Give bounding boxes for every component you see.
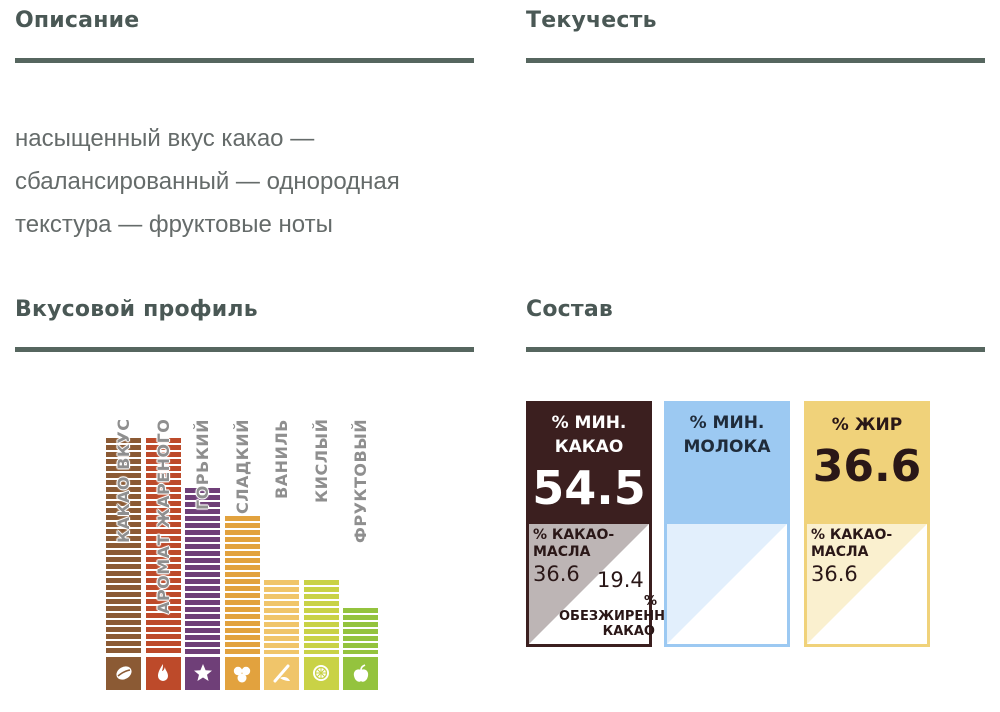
description-divider [15,58,474,63]
milk-split-graphic [667,524,787,644]
cocoa-butter-label: % КАКАО- МАСЛА [533,527,614,561]
cocoa-lower-panel: % КАКАО- МАСЛА 36.6 19.4 % ОБЕЗЖИРЕННОЕ … [529,524,685,644]
apple-icon [353,663,368,682]
description-heading: Описание [15,8,140,33]
flavor-icon-box [343,657,378,690]
flavor-icon-box [264,656,299,690]
flavor-bar [106,437,141,690]
flavor-bar [224,516,260,690]
fat-butter-label-line2: МАСЛА [811,544,869,560]
fat-butter-label: % КАКАО- МАСЛА [811,527,892,561]
flavor-bar-stripes [264,580,299,654]
flavor-bar-stripes [185,488,220,654]
composition-divider [526,347,985,352]
description-text: насыщенный вкус какао — сбалансированный… [15,125,400,238]
flavor-label-text: ФРУКТОВЫЙ [351,419,370,544]
fatfree-cocoa-value: 19.4 [597,568,644,592]
flavor-bar-stripes [224,516,260,654]
cocoa-card-title: % МИН. КАКАО [526,411,652,459]
sugar-cubes-icon [233,666,251,682]
milk-lower-panel [667,524,787,644]
flavor-bar-stripes [145,437,181,654]
flavor-label-text: КИСЛЫЙ [311,419,331,504]
flavor-icon-box [303,656,339,690]
fat-butter-value: 36.6 [811,562,858,586]
flavor-icon-box [145,656,181,690]
fat-lower-panel: % КАКАО- МАСЛА 36.6 [807,524,927,644]
flavor-profile-heading: Вкусовой профиль [15,297,258,322]
milk-title-line1: % МИН. [689,413,765,433]
milk-title-line2: МОЛОКА [683,437,771,457]
milk-card-title: % МИН. МОЛОКА [664,411,790,459]
flavor-bar [185,488,220,690]
flavor-profile-divider [15,347,474,352]
fat-butter-label-line1: % КАКАО- [811,527,893,543]
flavor-label-text: ГОРЬКИЙ [193,419,212,511]
cocoa-butter-label-line2: МАСЛА [533,544,591,560]
flavor-label-text: ВАНИЛЬ [272,419,291,499]
flame-icon [158,664,168,682]
flavor-bar [264,580,299,690]
fat-card-title: % ЖИР [831,415,903,435]
cocoa-min-value: 54.5 [532,461,646,515]
cocoa-title-line2: КАКАО [554,437,624,457]
flavor-icon-box [224,657,260,690]
flavor-bar [343,608,378,690]
flavor-icon-box [106,656,141,690]
fatfree-label-line1: % [643,594,657,609]
fluidity-heading: Текучесть [526,8,657,33]
fatfree-label-line3: КАКАО [602,624,655,639]
flavor-profile-chart: КАКАО ВКУС АРОМАТ ЖАРЕНОГО ГОРЬКИЙ СЛАДКИЙ В… [100,405,390,695]
flavor-label-text: АРОМАТ ЖАРЕНОГО [153,419,173,615]
flavor-icon-box [185,656,220,690]
fluidity-divider [526,58,985,63]
cocoa-butter-label-line1: % КАКАО- [533,527,615,543]
flavor-bar-stripes [343,608,378,654]
fatfree-label-line2: ОБЕЗЖИРЕННОЕ [559,609,685,624]
cocoa-bean-icon [115,666,132,681]
cocoa-card: % МИН. КАКАО 54.5 % КАКАО- МАСЛА 36.6 19… [526,401,685,647]
fat-card: % ЖИР 36.6 % КАКАО- МАСЛА 36.6 [804,401,930,647]
flavor-label-text: КАКАО ВКУС [114,419,133,544]
composition-heading: Состав [526,297,614,322]
flavor-label-text: СЛАДКИЙ [232,419,252,515]
cocoa-title-line1: % МИН. [551,413,627,433]
star-icon [193,664,212,682]
flavor-bar-stripes [303,580,339,654]
cocoa-butter-value: 36.6 [533,562,580,586]
lemon-icon [313,665,329,682]
fatfree-cocoa-label: % ОБЕЗЖИРЕННОЕ КАКАО [559,594,685,639]
flavor-bar [303,580,339,690]
flavor-bar-stripes [106,437,141,654]
vanilla-icon [273,664,290,683]
fat-value: 36.6 [812,441,922,492]
cocoa-split-graphic [529,524,649,644]
milk-card: % МИН. МОЛОКА [664,401,790,647]
fat-split-graphic [807,524,927,644]
flavor-bar [145,437,181,690]
